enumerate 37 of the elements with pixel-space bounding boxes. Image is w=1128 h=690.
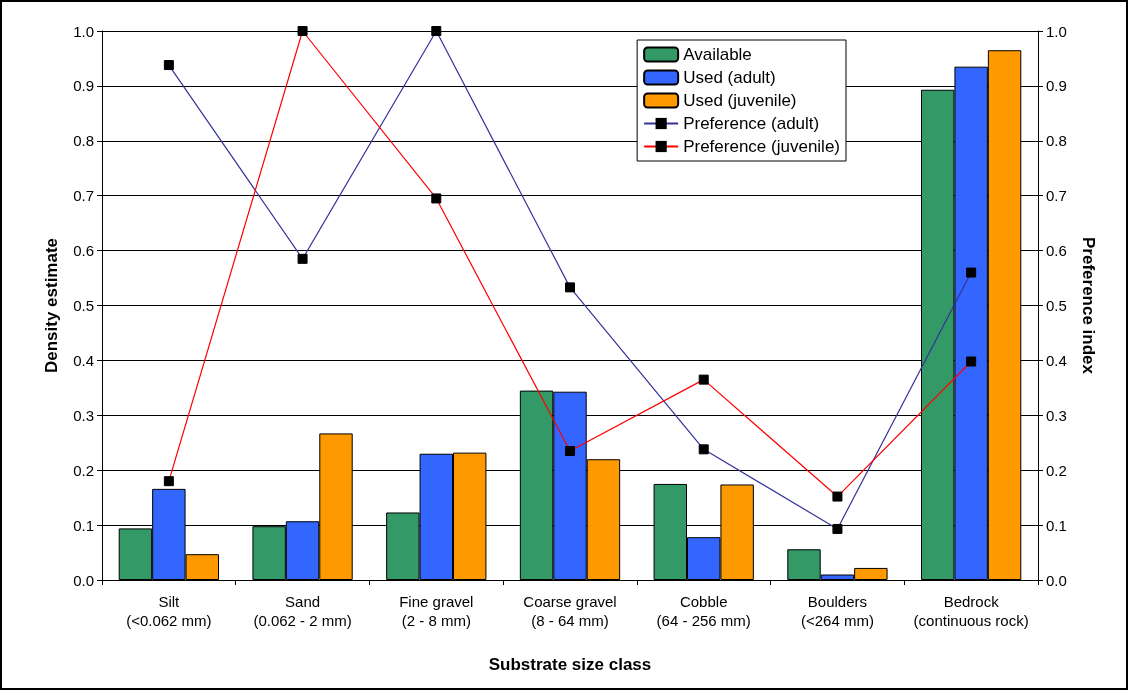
y2-tick-label: 0.5 [1046, 297, 1067, 314]
legend-label: Used (juvenile) [683, 91, 797, 110]
x-axis-title: Substrate size class [488, 655, 652, 674]
y2-tick-label: 0.2 [1046, 461, 1067, 479]
y-tick-label: 0.2 [73, 461, 94, 479]
legend-label: Preference (juvenile) [683, 137, 841, 156]
x-tick-label: Boulders (<264 mm) [800, 593, 874, 629]
y-tick-label: 0.1 [73, 516, 94, 534]
y2-axis-title: Preference index [1079, 236, 1098, 375]
legend-label: Available [683, 45, 752, 64]
y-tick-label: 1.0 [73, 22, 94, 40]
x-tick-label: Bedrock (continuous rock) [913, 593, 1029, 629]
y-tick-label: 0.9 [73, 77, 94, 95]
y-tick-label: 0.5 [73, 297, 94, 314]
x-tick-label: Sand (0.062 - 2 mm) [253, 593, 352, 629]
y2-tick-label: 0.9 [1046, 77, 1067, 95]
y2-tick-label: 0.7 [1046, 187, 1067, 205]
x-tick-label: Cobble (64 - 256 mm) [656, 593, 751, 629]
y-tick-label: 0.0 [73, 571, 94, 589]
y-tick-label: 0.8 [73, 132, 94, 150]
y-tick-label: 0.7 [73, 187, 94, 205]
y2-tick-label: 0.8 [1046, 132, 1067, 150]
y2-tick-label: 0.4 [1046, 351, 1067, 369]
y2-tick-label: 0.6 [1046, 242, 1067, 260]
y-tick-label: 0.6 [73, 242, 94, 260]
legend-label: Used (adult) [683, 68, 776, 87]
y2-tick-label: 1.0 [1046, 22, 1067, 40]
x-tick-label: Coarse gravel (8 - 64 mm) [523, 593, 617, 629]
y-axis-title: Density estimate [42, 237, 61, 374]
legend-label: Preference (adult) [683, 114, 820, 133]
x-tick-label: Silt (<0.062 mm) [126, 593, 212, 629]
y2-tick-label: 0.0 [1046, 571, 1067, 589]
y2-tick-label: 0.1 [1046, 516, 1067, 534]
x-tick-label: Fine gravel (2 - 8 mm) [399, 593, 474, 629]
y2-tick-label: 0.3 [1046, 406, 1067, 424]
y-tick-label: 0.4 [73, 351, 94, 369]
y-tick-label: 0.3 [73, 406, 94, 424]
